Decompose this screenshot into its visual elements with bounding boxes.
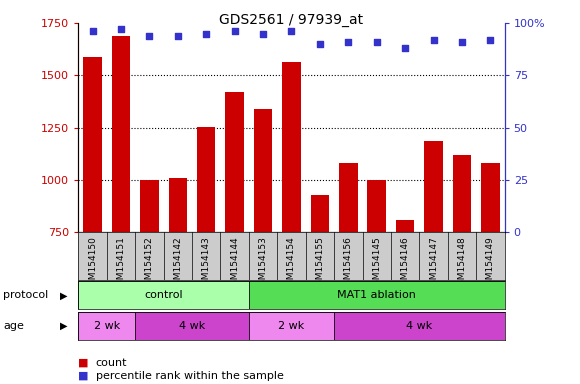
Text: count: count — [96, 358, 127, 368]
Point — [372, 39, 382, 45]
Text: control: control — [144, 290, 183, 300]
Text: GSM154145: GSM154145 — [372, 236, 381, 291]
Text: ▶: ▶ — [60, 321, 67, 331]
Bar — [425, 141, 443, 384]
Bar — [453, 155, 471, 384]
Bar — [249, 312, 334, 340]
Text: GSM154147: GSM154147 — [429, 236, 438, 291]
Bar — [254, 109, 272, 384]
Bar — [78, 281, 249, 309]
Point — [117, 26, 126, 32]
Text: GSM154142: GSM154142 — [173, 236, 182, 291]
Text: 4 wk: 4 wk — [406, 321, 433, 331]
Text: 2 wk: 2 wk — [93, 321, 120, 331]
Text: GSM154153: GSM154153 — [259, 236, 267, 291]
Point — [88, 28, 97, 35]
Text: GSM154155: GSM154155 — [316, 236, 324, 291]
Bar — [396, 220, 414, 384]
Text: GSM154144: GSM154144 — [230, 236, 239, 291]
Point — [485, 37, 495, 43]
Point — [344, 39, 353, 45]
Point — [316, 41, 325, 47]
Text: ▶: ▶ — [60, 290, 67, 300]
Text: GSM154149: GSM154149 — [486, 236, 495, 291]
Text: MAT1 ablation: MAT1 ablation — [338, 290, 416, 300]
Point — [202, 30, 211, 36]
Point — [230, 28, 240, 35]
Text: ■: ■ — [78, 371, 89, 381]
Bar — [334, 312, 505, 340]
Point — [429, 37, 438, 43]
Point — [145, 33, 154, 39]
Bar — [112, 36, 130, 384]
Text: GSM154148: GSM154148 — [458, 236, 466, 291]
Text: GSM154146: GSM154146 — [401, 236, 409, 291]
Bar — [481, 163, 499, 384]
Bar — [169, 178, 187, 384]
Bar — [140, 180, 158, 384]
Bar — [368, 180, 386, 384]
Point — [400, 45, 409, 51]
Point — [173, 33, 183, 39]
Text: age: age — [3, 321, 24, 331]
Text: ■: ■ — [78, 358, 89, 368]
Bar — [135, 312, 249, 340]
Bar — [339, 163, 357, 384]
Text: GSM154151: GSM154151 — [117, 236, 125, 291]
Text: GSM154143: GSM154143 — [202, 236, 211, 291]
Bar — [311, 195, 329, 384]
Bar — [78, 312, 135, 340]
Text: GDS2561 / 97939_at: GDS2561 / 97939_at — [219, 13, 364, 27]
Text: GSM154150: GSM154150 — [88, 236, 97, 291]
Bar — [197, 127, 215, 384]
Bar — [226, 92, 244, 384]
Bar — [282, 62, 300, 384]
Point — [259, 30, 268, 36]
Text: percentile rank within the sample: percentile rank within the sample — [96, 371, 284, 381]
Text: GSM154154: GSM154154 — [287, 236, 296, 291]
Text: protocol: protocol — [3, 290, 48, 300]
Text: GSM154152: GSM154152 — [145, 236, 154, 291]
Text: 4 wk: 4 wk — [179, 321, 205, 331]
Point — [287, 28, 296, 35]
Bar — [249, 281, 505, 309]
Text: 2 wk: 2 wk — [278, 321, 304, 331]
Text: GSM154156: GSM154156 — [344, 236, 353, 291]
Bar — [84, 56, 102, 384]
Point — [457, 39, 466, 45]
